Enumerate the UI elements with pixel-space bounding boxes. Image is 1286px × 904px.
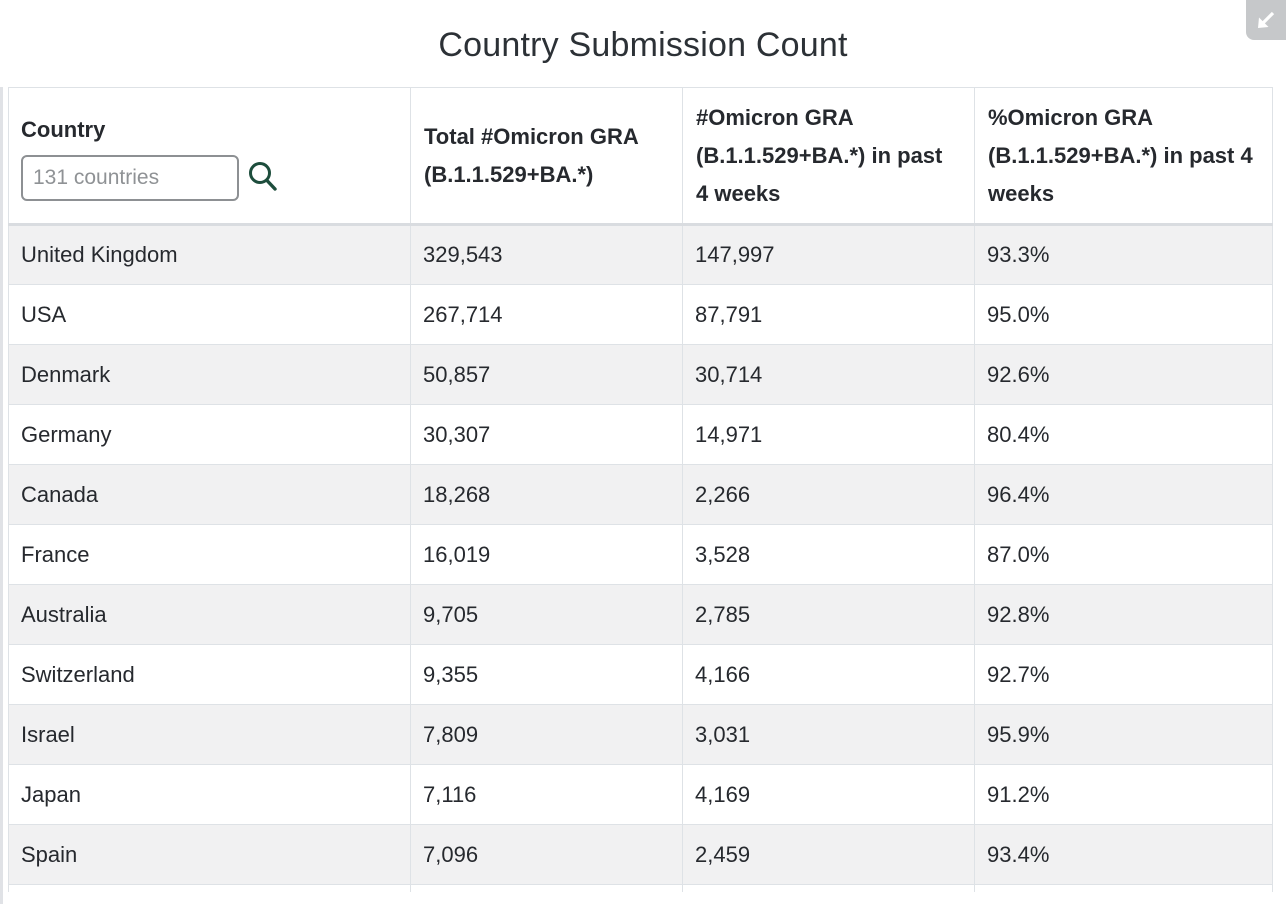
recent-cell: 2,459 <box>682 824 975 885</box>
country-cell: Spain <box>8 824 411 885</box>
total-cell: 7,096 <box>410 824 683 885</box>
percent-cell: 93.3% <box>974 224 1273 285</box>
total-cell: 9,705 <box>410 584 683 645</box>
total-cell: 9,355 <box>410 644 683 705</box>
country-column-label: Country <box>21 116 106 142</box>
country-cell: Canada <box>8 464 411 525</box>
total-cell: 50,857 <box>410 344 683 405</box>
country-cell: United Kingdom <box>8 224 411 285</box>
recent-cell: 3,528 <box>682 524 975 585</box>
percent-cell: 95.9% <box>974 704 1273 765</box>
recent-cell: 147,997 <box>682 224 975 285</box>
collapse-arrow-icon <box>1253 7 1279 33</box>
page-title: Country Submission Count <box>438 26 848 64</box>
recent-cell: 2,785 <box>682 584 975 645</box>
country-cell: USA <box>8 284 411 345</box>
column-header-country: Country <box>8 87 411 226</box>
country-cell: France <box>8 524 411 585</box>
recent-cell: 3,031 <box>682 704 975 765</box>
country-cell: Switzerland <box>8 644 411 705</box>
recent-cell: 4,169 <box>682 764 975 825</box>
percent-cell: 95.0% <box>974 284 1273 345</box>
percent-cell: 92.8% <box>974 584 1273 645</box>
table-row: Switzerland 9,355 4,166 92.7% <box>8 644 1273 705</box>
column-header-total: Total #Omicron GRA (B.1.1.529+BA.*) <box>410 87 683 226</box>
percent-cell: 80.4% <box>974 404 1273 465</box>
column-header-percent: %Omicron GRA (B.1.1.529+BA.*) in past 4 … <box>974 87 1273 226</box>
total-cell: 7,116 <box>410 764 683 825</box>
table-row: Israel 7,809 3,031 95.9% <box>8 704 1273 765</box>
country-cell <box>8 884 411 892</box>
total-cell <box>410 884 683 892</box>
total-cell: 30,307 <box>410 404 683 465</box>
country-submission-table: Country Total #Omicron GRA (B.1.1.529+BA… <box>8 87 1273 892</box>
table-row: United Kingdom 329,543 147,997 93.3% <box>8 224 1273 285</box>
table-row: Spain 7,096 2,459 93.4% <box>8 824 1273 885</box>
table-row: Canada 18,268 2,266 96.4% <box>8 464 1273 525</box>
country-cell: Australia <box>8 584 411 645</box>
header-row: Country Total #Omicron GRA (B.1.1.529+BA… <box>8 87 1273 226</box>
percent-cell: 96.4% <box>974 464 1273 525</box>
total-cell: 18,268 <box>410 464 683 525</box>
total-cell: 329,543 <box>410 224 683 285</box>
table-row: Japan 7,116 4,169 91.2% <box>8 764 1273 825</box>
country-search-input[interactable] <box>21 154 239 201</box>
percent-cell <box>974 884 1273 892</box>
table-row: USA 267,714 87,791 95.0% <box>8 284 1273 345</box>
table-row: France 16,019 3,528 87.0% <box>8 524 1273 585</box>
table-body: United Kingdom 329,543 147,997 93.3% USA 267,… <box>8 224 1273 892</box>
country-cell: Denmark <box>8 344 411 405</box>
search-icon[interactable] <box>242 155 284 201</box>
left-rail <box>0 87 3 904</box>
country-cell: Israel <box>8 704 411 765</box>
column-header-recent: #Omicron GRA (B.1.1.529+BA.*) in past 4 … <box>682 87 975 226</box>
percent-cell: 87.0% <box>974 524 1273 585</box>
recent-cell: 30,714 <box>682 344 975 405</box>
recent-cell: 2,266 <box>682 464 975 525</box>
table-row: Denmark 50,857 30,714 92.6% <box>8 344 1273 405</box>
total-cell: 16,019 <box>410 524 683 585</box>
total-cell: 7,809 <box>410 704 683 765</box>
percent-cell: 92.7% <box>974 644 1273 705</box>
country-cell: Japan <box>8 764 411 825</box>
country-submission-table-container: Country Total #Omicron GRA (B.1.1.529+BA… <box>8 87 1273 892</box>
percent-cell: 92.6% <box>974 344 1273 405</box>
table-row: Australia 9,705 2,785 92.8% <box>8 584 1273 645</box>
country-cell: Germany <box>8 404 411 465</box>
recent-cell: 87,791 <box>682 284 975 345</box>
recent-cell: 14,971 <box>682 404 975 465</box>
recent-cell: 4,166 <box>682 644 975 705</box>
collapse-corner-button[interactable] <box>1246 0 1286 40</box>
percent-cell: 91.2% <box>974 764 1273 825</box>
percent-cell: 93.4% <box>974 824 1273 885</box>
recent-cell <box>682 884 975 892</box>
table-row: Germany 30,307 14,971 80.4% <box>8 404 1273 465</box>
total-cell: 267,714 <box>410 284 683 345</box>
table-row-partial <box>8 884 1273 892</box>
table-header: Country Total #Omicron GRA (B.1.1.529+BA… <box>8 87 1273 226</box>
